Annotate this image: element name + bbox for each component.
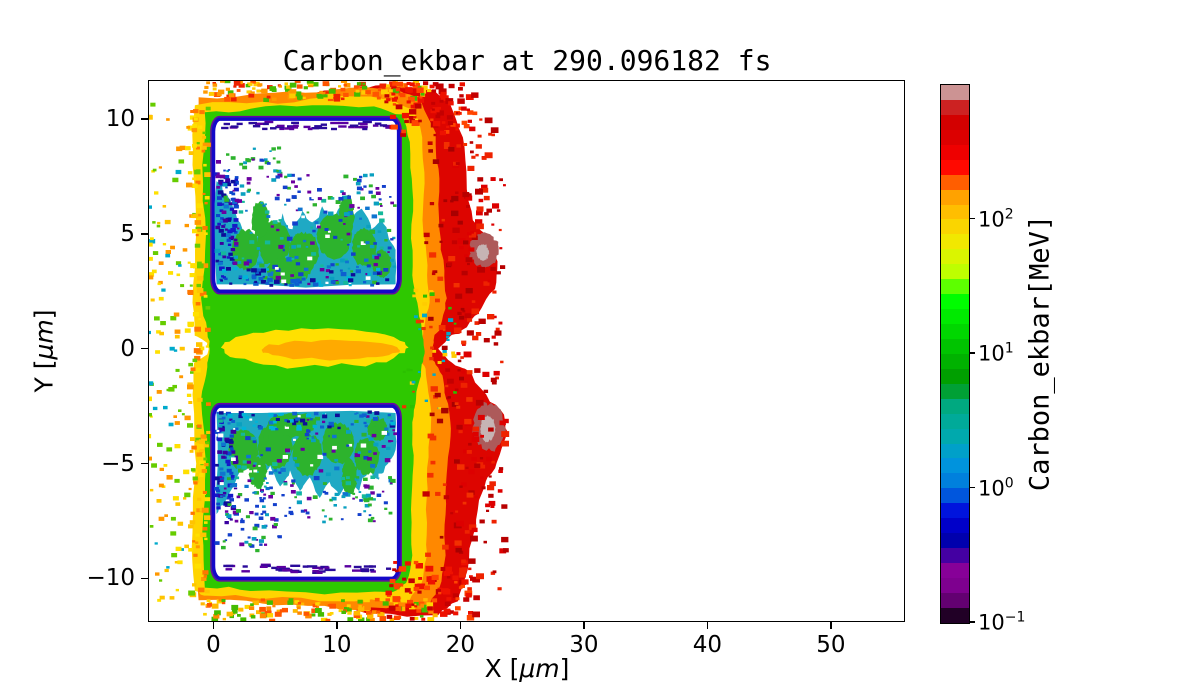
- colorbar-segment: [941, 249, 969, 265]
- x-tick-mark: [459, 622, 462, 629]
- x-tick-mark: [336, 622, 338, 629]
- colorbar-segment: [941, 533, 969, 549]
- x-tick-label: 0: [206, 632, 221, 658]
- colorbar-segment: [941, 443, 969, 459]
- x-axis-label-mu: μm: [519, 654, 560, 683]
- colorbar-segment: [941, 294, 969, 310]
- colorbar-segment: [941, 234, 969, 250]
- colorbar-tick-label: 10−1: [978, 609, 1026, 635]
- x-axis-label-bracket: ]: [559, 654, 570, 683]
- colorbar-segment: [941, 383, 969, 399]
- colorbar-tick-mark: [969, 621, 975, 623]
- colorbar-segment: [941, 85, 969, 100]
- x-tick-label: 50: [816, 632, 846, 658]
- colorbar-segment: [941, 309, 969, 324]
- y-tick-label: 10: [105, 106, 135, 133]
- x-tick-mark: [830, 622, 832, 629]
- x-tick-mark: [706, 622, 709, 629]
- x-tick-mark: [212, 622, 215, 629]
- colorbar-label: Carbon_ekbar[MeV]: [1024, 214, 1056, 492]
- colorbar-segment: [941, 159, 969, 175]
- colorbar-segment: [941, 219, 969, 235]
- plot-canvas: [148, 80, 510, 622]
- plot-area: [148, 80, 905, 622]
- colorbar-gradient: [941, 85, 969, 623]
- colorbar-segment: [941, 563, 969, 578]
- colorbar-segment: [941, 592, 969, 608]
- colorbar-segment: [941, 473, 969, 489]
- y-axis-label-text: Y [: [29, 359, 59, 393]
- colorbar-segment: [941, 398, 969, 414]
- y-tick-label: −5: [101, 450, 135, 477]
- x-tick-label: 20: [445, 632, 476, 658]
- colorbar-segment: [941, 607, 969, 623]
- colorbar-segment: [941, 353, 969, 369]
- colorbar-segment: [941, 518, 969, 534]
- colorbar-segment: [941, 174, 969, 190]
- colorbar-segment: [941, 458, 969, 474]
- x-tick-label: 10: [322, 632, 352, 658]
- y-axis-label-bracket: ]: [29, 309, 59, 320]
- y-tick-label: −10: [86, 565, 135, 592]
- x-tick-label: 40: [692, 632, 723, 658]
- colorbar-segment: [941, 368, 969, 384]
- colorbar-segment: [941, 338, 969, 354]
- colorbar-segment: [941, 204, 969, 220]
- colorbar-segment: [941, 428, 969, 444]
- colorbar-segment: [941, 189, 969, 205]
- colorbar-tick-mark: [969, 352, 975, 354]
- colorbar-segment: [941, 144, 969, 160]
- y-tick-mark: [141, 118, 148, 120]
- colorbar-segment: [941, 279, 969, 295]
- y-tick-label: 0: [120, 335, 135, 362]
- y-tick-label: 5: [120, 220, 135, 247]
- y-tick-mark: [141, 347, 148, 350]
- colorbar-segment: [941, 503, 969, 519]
- plot-title: Carbon_ekbar at 290.096182 fs: [282, 44, 772, 77]
- colorbar-segment: [941, 324, 969, 339]
- x-axis-label-text: X [: [484, 654, 520, 683]
- colorbar-tick-label: 100: [978, 475, 1014, 500]
- colorbar-segment: [941, 264, 969, 280]
- colorbar-segment: [941, 488, 969, 504]
- colorbar: [940, 84, 970, 624]
- colorbar-segment: [941, 99, 969, 115]
- colorbar-segment: [941, 413, 969, 429]
- x-axis-label: X [μm]: [485, 654, 570, 683]
- x-tick-label: 30: [569, 632, 599, 658]
- colorbar-tick-mark: [969, 486, 975, 489]
- colorbar-segment: [941, 114, 969, 130]
- x-tick-mark: [583, 622, 585, 629]
- colorbar-tick-label: 102: [978, 206, 1014, 231]
- colorbar-tick-mark: [969, 217, 975, 220]
- colorbar-segment: [941, 577, 969, 593]
- colorbar-segment: [941, 129, 969, 145]
- colorbar-segment: [941, 548, 969, 563]
- y-tick-mark: [141, 462, 148, 465]
- y-tick-mark: [141, 577, 148, 580]
- y-tick-mark: [141, 233, 148, 235]
- colorbar-tick-label: 101: [978, 340, 1014, 366]
